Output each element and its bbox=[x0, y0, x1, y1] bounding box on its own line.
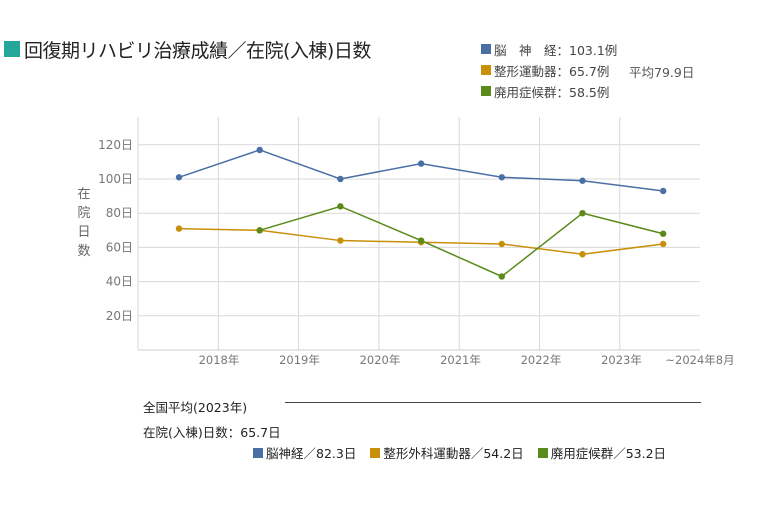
data-point-0 bbox=[498, 174, 505, 181]
national-legend-ortho: 整形外科運動器／54.2日 bbox=[370, 443, 524, 462]
data-point-0 bbox=[417, 160, 425, 167]
title-block: 回復期リハビリ治療成績／在院(入棟)日数 bbox=[4, 36, 371, 62]
x-tick-label: 2020年 bbox=[360, 353, 401, 367]
national-label-neuro: 脳神経／82.3日 bbox=[266, 446, 357, 461]
data-point-2 bbox=[337, 203, 344, 210]
data-point-2 bbox=[660, 230, 667, 237]
data-point-1 bbox=[498, 240, 505, 248]
data-point-2 bbox=[498, 273, 505, 280]
chart-title: 回復期リハビリ治療成績／在院(入棟)日数 bbox=[24, 39, 371, 62]
national-label-ortho: 整形外科運動器／54.2日 bbox=[383, 446, 524, 461]
series-line-2 bbox=[259, 205, 664, 278]
data-point-2 bbox=[256, 227, 263, 234]
y-tick-label: 20日 bbox=[106, 309, 133, 323]
x-tick-label: 2023年 bbox=[601, 353, 642, 367]
data-point-1 bbox=[579, 251, 586, 258]
data-point-0 bbox=[660, 187, 667, 195]
y-tick-labels: 20日 40日 60日 80日 100日 120日 bbox=[98, 138, 133, 323]
national-swatch-disuse bbox=[537, 447, 548, 458]
national-legend-disuse: 廃用症候群／53.2日 bbox=[537, 443, 667, 462]
x-tick-label: 2021年 bbox=[440, 353, 481, 367]
legend-item-ortho: 整形運動器：65.7例 bbox=[481, 61, 609, 79]
legend-swatch-ortho bbox=[481, 65, 491, 75]
national-legend-neuro: 脳神経／82.3日 bbox=[253, 443, 356, 462]
data-point-0 bbox=[579, 177, 586, 184]
data-point-2 bbox=[579, 210, 586, 217]
national-swatch-ortho bbox=[370, 447, 381, 458]
y-tick-label: 60日 bbox=[106, 240, 133, 254]
data-point-1 bbox=[337, 237, 344, 244]
grid-lines bbox=[137, 117, 700, 351]
national-legend: 脳神経／82.3日 整形外科運動器／54.2日 廃用症候群／53.2日 bbox=[253, 443, 680, 462]
national-average-title: 全国平均(2023年) bbox=[143, 400, 248, 415]
x-tick-label: 2019年 bbox=[279, 353, 320, 367]
legend-label-ortho: 整形運動器：65.7例 bbox=[494, 63, 610, 79]
legend-swatch-neuro bbox=[481, 44, 491, 54]
national-swatch-neuro bbox=[253, 447, 263, 458]
legend-label-neuro: 脳 神 経：103.1例 bbox=[494, 42, 618, 58]
data-point-0 bbox=[337, 175, 344, 183]
legend-swatch-disuse bbox=[481, 86, 491, 96]
data-point-1 bbox=[660, 240, 667, 248]
x-tick-label: ~2024年8月 bbox=[665, 353, 734, 367]
title-square-icon bbox=[4, 41, 20, 57]
national-label-disuse: 廃用症候群／53.2日 bbox=[550, 446, 667, 461]
data-point-0 bbox=[175, 174, 183, 181]
data-point-2 bbox=[417, 237, 425, 244]
data-point-1 bbox=[175, 225, 183, 232]
data-point-0 bbox=[256, 146, 263, 154]
y-axis-label: 在院日数 bbox=[77, 187, 91, 259]
legend-item-disuse: 廃用症候群：58.5例 bbox=[481, 82, 609, 100]
legend-label-disuse: 廃用症候群：58.5例 bbox=[494, 84, 610, 100]
series-line-0 bbox=[178, 149, 664, 192]
y-tick-label: 100日 bbox=[98, 172, 133, 186]
x-tick-label: 2022年 bbox=[521, 353, 562, 367]
national-stay-days: 在院(入棟)日数：65.7日 bbox=[143, 425, 281, 440]
y-tick-label: 120日 bbox=[98, 138, 133, 152]
x-tick-label: 2018年 bbox=[199, 353, 240, 367]
legend-item-neuro: 脳 神 経：103.1例 bbox=[481, 40, 617, 58]
y-tick-label: 80日 bbox=[106, 206, 133, 220]
y-tick-label: 40日 bbox=[106, 275, 133, 289]
series-lines bbox=[175, 146, 667, 280]
national-divider bbox=[285, 402, 701, 403]
x-tick-labels: 2018年 2019年 2020年 2021年 2022年 2023年 ~2024年8月 bbox=[199, 353, 735, 367]
overall-average: 平均79.9日 bbox=[629, 65, 695, 80]
